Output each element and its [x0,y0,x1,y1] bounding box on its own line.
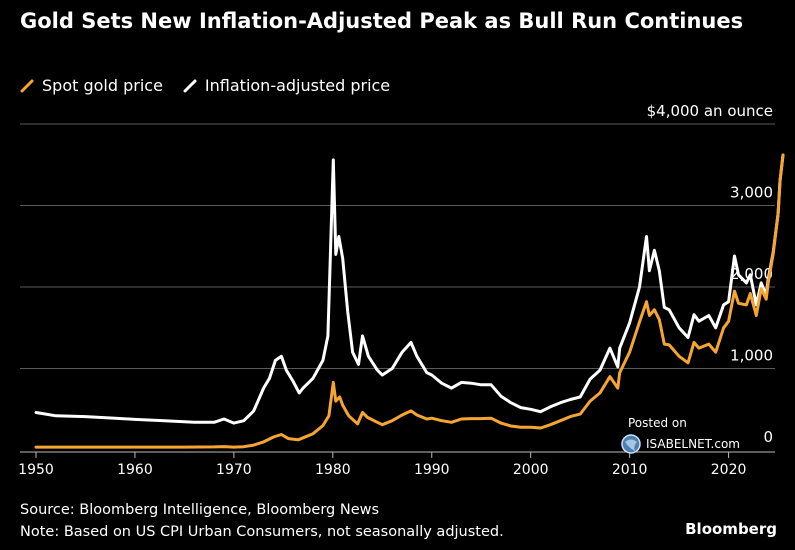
legend-label-spot: Spot gold price [42,76,163,95]
series-line-spot [34,153,785,449]
y-tick-label: 1,000 [730,347,773,365]
spot-swatch-icon [20,79,34,92]
watermark: Posted on ISABELNET.com [620,416,740,455]
source-note: Source: Bloomberg Intelligence, Bloomber… [20,502,380,518]
legend-label-adjusted: Inflation-adjusted price [204,76,391,95]
series-line-adjusted [34,153,785,425]
footnote: Note: Based on US CPI Urban Consumers, n… [20,524,504,540]
x-tick-label: 2000 [513,462,549,478]
y-tick-label: 0 [763,428,773,446]
x-tick-label: 2010 [612,462,648,478]
chart-title: Gold Sets New Inflation-Adjusted Peak as… [20,9,744,33]
watermark-posted: Posted on [628,416,687,430]
x-tick-label: 1970 [216,462,252,478]
y-tick-label: $4,000 an ounce [647,102,773,120]
adjusted-swatch-icon [183,79,197,92]
globe-icon [621,434,641,454]
legend-item-adjusted: Inflation-adjusted price [183,76,390,95]
brand-logo: Bloomberg [685,520,777,538]
x-tick-label: 2020 [711,462,747,478]
y-tick-label: 3,000 [730,184,773,202]
legend: Spot gold price Inflation-adjusted price [20,76,410,95]
x-tick-label: 1990 [414,462,450,478]
x-tick-label: 1950 [18,462,54,478]
watermark-site: ISABELNET.com [646,437,740,451]
x-tick-label: 1980 [315,462,351,478]
x-tick-label: 1960 [117,462,153,478]
legend-item-spot: Spot gold price [20,76,163,95]
